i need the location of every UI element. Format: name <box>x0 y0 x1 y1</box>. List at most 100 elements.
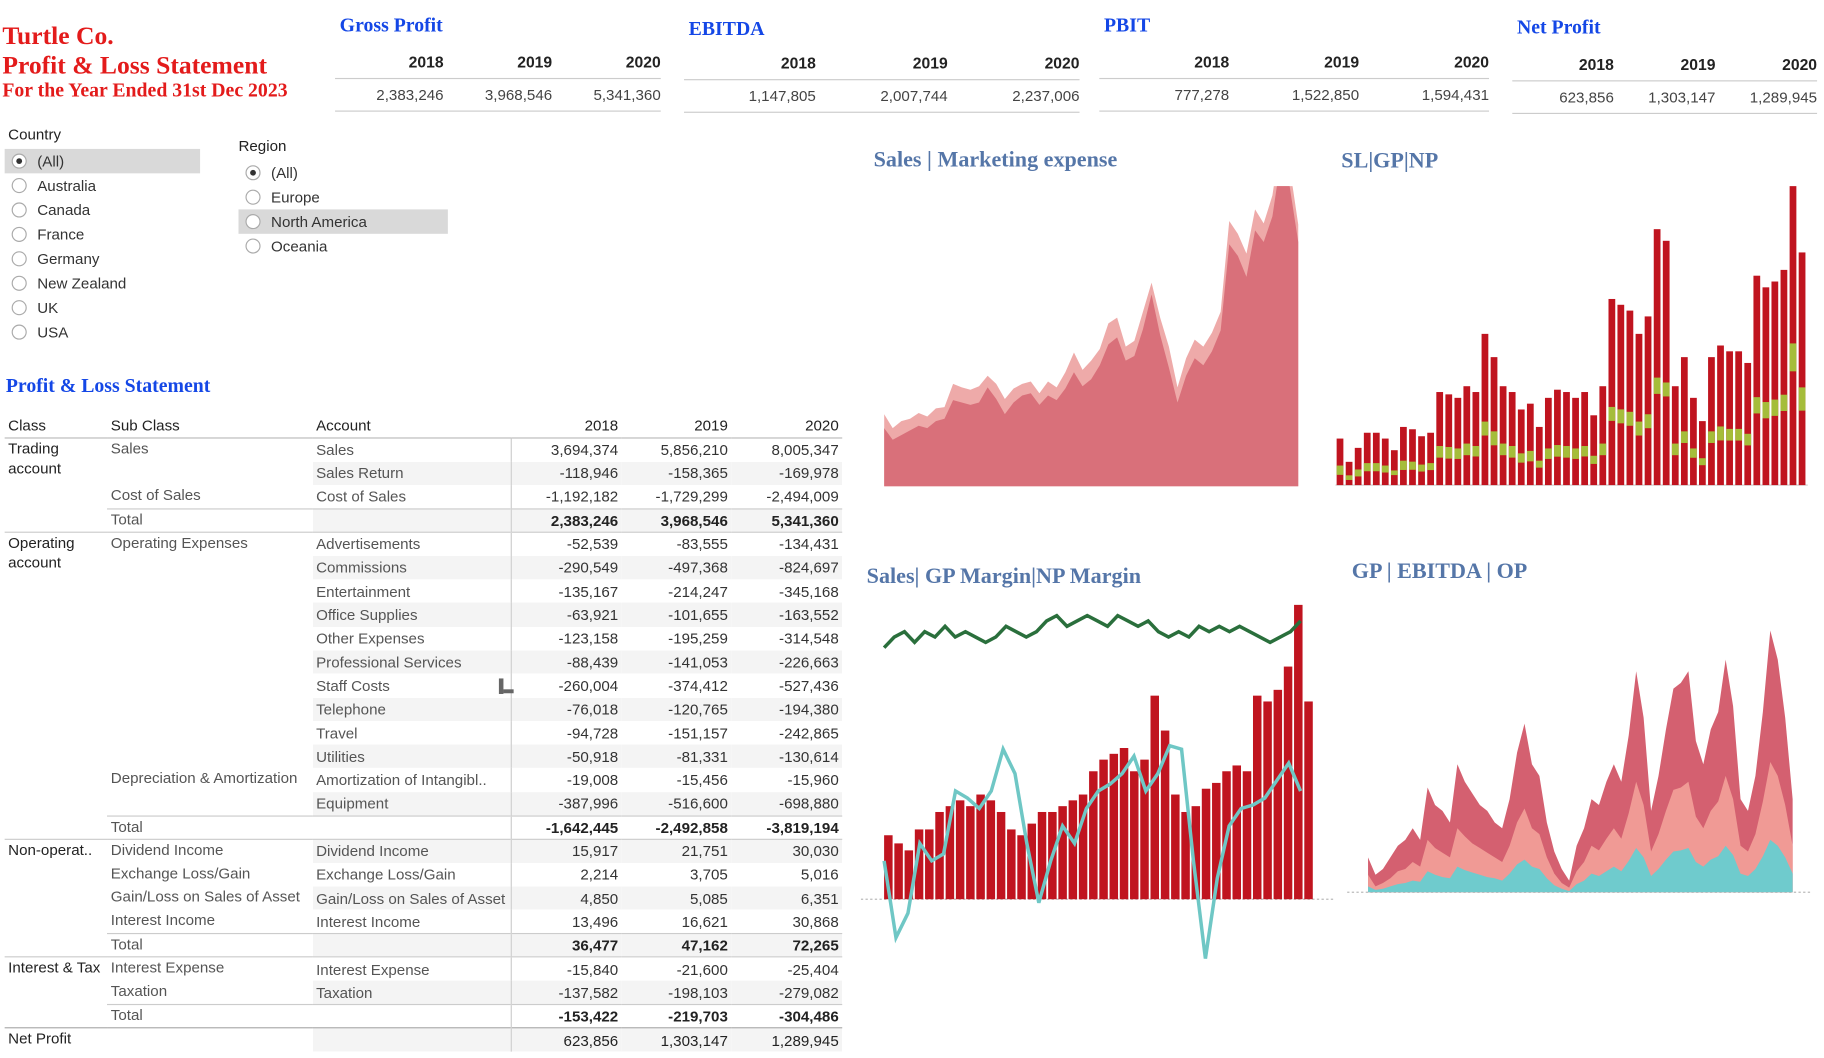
bar-mark[interactable] <box>955 800 965 900</box>
bar-segment-mark[interactable] <box>1608 406 1616 421</box>
bar-mark[interactable] <box>1390 450 1398 486</box>
bar-segment-mark[interactable] <box>1744 433 1752 446</box>
bar-segment-mark[interactable] <box>1336 465 1344 475</box>
area-series[interactable] <box>884 186 1299 487</box>
bar-mark[interactable] <box>1232 765 1242 900</box>
bar-segment-mark[interactable] <box>1436 446 1444 458</box>
bar-segment-mark[interactable] <box>1680 431 1688 443</box>
area-series[interactable] <box>1368 839 1793 893</box>
bar-mark[interactable] <box>1554 389 1561 486</box>
bar-segment-mark[interactable] <box>1626 411 1634 426</box>
bar-mark[interactable] <box>1508 392 1516 486</box>
bar-segment-mark[interactable] <box>1400 460 1407 470</box>
bar-mark[interactable] <box>1653 229 1661 486</box>
bar-mark[interactable] <box>1780 269 1788 486</box>
margins-chart[interactable] <box>860 604 1338 1001</box>
bar-mark[interactable] <box>1680 357 1688 486</box>
bar-mark[interactable] <box>1572 397 1579 486</box>
bar-mark[interactable] <box>884 835 893 900</box>
bar-mark[interactable] <box>976 794 985 900</box>
bar-segment-mark[interactable] <box>1490 431 1498 446</box>
bar-mark[interactable] <box>1304 701 1313 900</box>
bar-chart-icon[interactable]: ▐▂ <box>494 679 514 694</box>
bar-mark[interactable] <box>1007 829 1016 900</box>
bar-mark[interactable] <box>1171 794 1180 900</box>
bar-mark[interactable] <box>1150 695 1159 900</box>
bar-mark[interactable] <box>1517 409 1525 486</box>
bar-mark[interactable] <box>1626 310 1634 486</box>
bar-segment-mark[interactable] <box>1544 448 1552 459</box>
bar-segment-mark[interactable] <box>1354 469 1362 477</box>
bar-segment-mark[interactable] <box>1409 461 1416 470</box>
bar-mark[interactable] <box>1119 748 1129 900</box>
bar-mark[interactable] <box>1454 397 1462 486</box>
bar-mark[interactable] <box>1345 461 1353 486</box>
bar-mark[interactable] <box>1762 287 1770 486</box>
filter-option[interactable]: Canada <box>5 198 200 222</box>
bar-mark[interactable] <box>1336 438 1344 486</box>
bar-mark[interactable] <box>1490 357 1498 486</box>
bar-mark[interactable] <box>1273 689 1283 900</box>
bar-mark[interactable] <box>1472 392 1480 486</box>
bar-mark[interactable] <box>1418 436 1425 486</box>
bar-mark[interactable] <box>1409 429 1416 486</box>
bar-mark[interactable] <box>1698 421 1706 486</box>
bar-mark[interactable] <box>1283 666 1293 900</box>
bar-segment-mark[interactable] <box>1381 465 1389 473</box>
bar-mark[interactable] <box>945 806 955 900</box>
bar-mark[interactable] <box>1294 604 1303 900</box>
bar-segment-mark[interactable] <box>1708 431 1715 443</box>
np-margin-line[interactable] <box>882 743 1303 959</box>
bar-segment-mark[interactable] <box>1563 446 1570 458</box>
filter-option[interactable]: (All) <box>238 161 447 185</box>
radio-icon[interactable] <box>11 226 27 242</box>
bar-segment-mark[interactable] <box>1472 446 1480 457</box>
radio-icon[interactable] <box>11 300 27 316</box>
radio-icon[interactable] <box>245 189 261 205</box>
bar-mark[interactable] <box>1735 351 1743 486</box>
bar-mark[interactable] <box>1563 392 1570 486</box>
bar-segment-mark[interactable] <box>1617 409 1625 424</box>
bar-mark[interactable] <box>1363 432 1371 486</box>
radio-icon[interactable] <box>11 202 27 218</box>
radio-icon[interactable] <box>11 324 27 340</box>
bar-mark[interactable] <box>1599 386 1607 486</box>
bar-mark[interactable] <box>904 850 914 900</box>
bar-mark[interactable] <box>914 829 924 900</box>
bar-segment-mark[interactable] <box>1690 448 1697 458</box>
bar-mark[interactable] <box>1690 397 1697 486</box>
bar-mark[interactable] <box>1372 432 1380 486</box>
bar-segment-mark[interactable] <box>1590 455 1598 464</box>
bar-segment-mark[interactable] <box>1572 448 1579 459</box>
bar-mark[interactable] <box>1078 794 1088 900</box>
bar-mark[interactable] <box>1252 695 1262 900</box>
bar-mark[interactable] <box>1099 759 1108 900</box>
bar-mark[interactable] <box>1381 438 1389 486</box>
bar-mark[interactable] <box>1717 345 1724 486</box>
bar-segment-mark[interactable] <box>1671 443 1679 456</box>
bar-segment-mark[interactable] <box>1445 446 1453 459</box>
radio-icon[interactable] <box>245 214 261 230</box>
gp-ebitda-op-chart[interactable] <box>1347 599 1812 931</box>
bar-mark[interactable] <box>1744 362 1752 486</box>
bar-mark[interactable] <box>1671 386 1679 486</box>
bar-mark[interactable] <box>1068 800 1078 900</box>
bar-mark[interactable] <box>1058 806 1067 900</box>
filter-option[interactable]: Oceania <box>238 234 447 258</box>
bar-segment-mark[interactable] <box>1363 463 1371 472</box>
bar-mark[interactable] <box>1089 771 1098 900</box>
bar-mark[interactable] <box>1789 186 1797 486</box>
radio-icon[interactable] <box>11 153 27 169</box>
bar-mark[interactable] <box>1263 701 1272 900</box>
bar-segment-mark[interactable] <box>1554 445 1561 457</box>
bar-segment-mark[interactable] <box>1771 399 1779 416</box>
radio-icon[interactable] <box>11 275 27 291</box>
radio-icon[interactable] <box>11 177 27 194</box>
bar-mark[interactable] <box>1463 386 1471 486</box>
bar-segment-mark[interactable] <box>1726 428 1733 441</box>
bar-mark[interactable] <box>1590 415 1598 486</box>
bar-mark[interactable] <box>996 811 1006 900</box>
bar-mark[interactable] <box>1191 806 1201 900</box>
bar-segment-mark[interactable] <box>1418 464 1425 472</box>
filter-option[interactable]: Germany <box>5 247 200 271</box>
